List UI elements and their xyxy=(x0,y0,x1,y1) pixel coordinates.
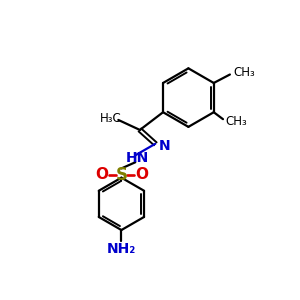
Text: NH₂: NH₂ xyxy=(107,242,136,256)
Text: O: O xyxy=(95,167,108,182)
Text: CH₃: CH₃ xyxy=(234,66,256,79)
Text: HN: HN xyxy=(126,151,149,165)
Text: CH₃: CH₃ xyxy=(225,115,247,128)
Text: H₃C: H₃C xyxy=(100,112,122,125)
Text: N: N xyxy=(158,139,170,153)
Text: S: S xyxy=(116,166,128,184)
Text: O: O xyxy=(135,167,148,182)
